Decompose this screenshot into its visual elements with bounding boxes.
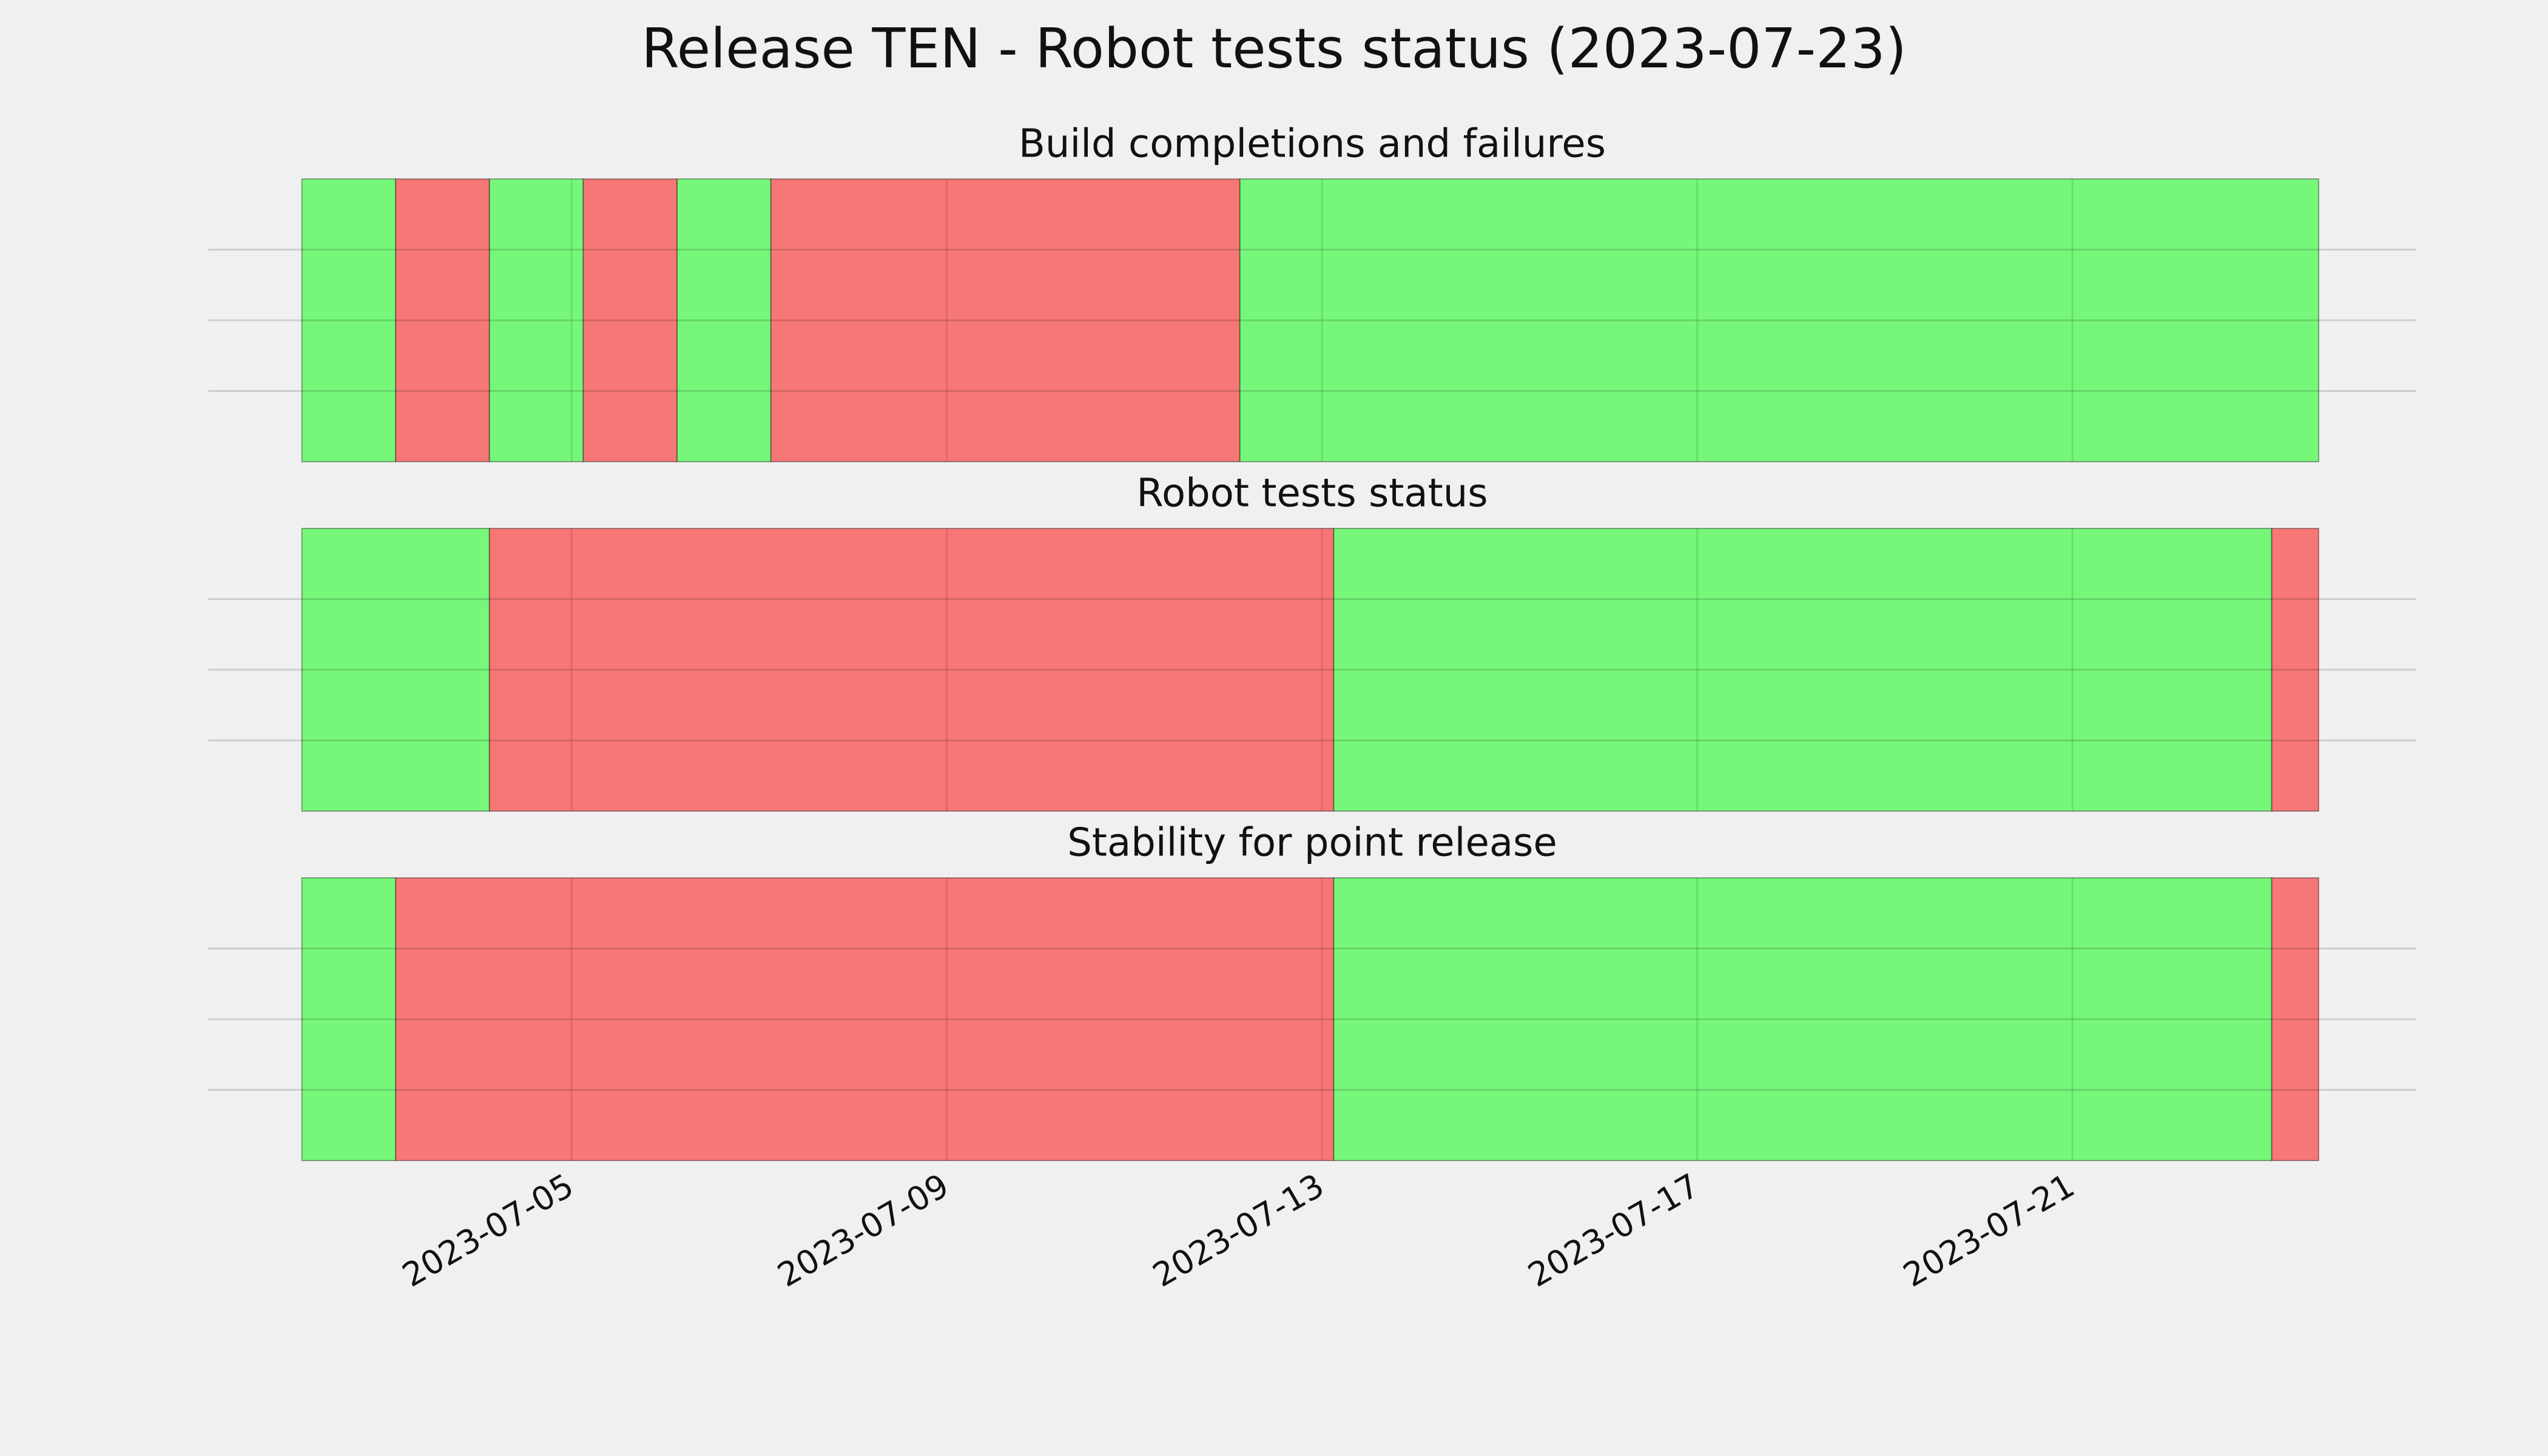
status-span: [301, 528, 490, 812]
x-tick-label: 2023-07-13: [1147, 1166, 1330, 1294]
x-tick-label: 2023-07-21: [1897, 1166, 2081, 1294]
status-span: [676, 178, 772, 462]
status-span: [301, 877, 397, 1161]
x-tick-label: 2023-07-17: [1522, 1166, 1705, 1294]
status-span: [1239, 178, 2319, 462]
x-tick-label: 2023-07-05: [396, 1166, 580, 1294]
status-span: [395, 877, 1335, 1161]
status-span: [582, 178, 678, 462]
status-span: [488, 528, 1335, 812]
status-span: [395, 178, 490, 462]
status-span: [301, 178, 397, 462]
status-span: [770, 178, 1241, 462]
panel-title: Robot tests status: [1136, 471, 1488, 516]
status-span: [2271, 877, 2319, 1161]
panel-title: Build completions and failures: [1019, 122, 1606, 167]
status-span: [2271, 528, 2319, 812]
panel-title: Stability for point release: [1067, 821, 1557, 866]
x-tick-label: 2023-07-09: [771, 1166, 955, 1294]
chart-title: Release TEN - Robot tests status (2023-0…: [641, 17, 1907, 81]
status-span: [1333, 877, 2273, 1161]
status-span: [488, 178, 584, 462]
